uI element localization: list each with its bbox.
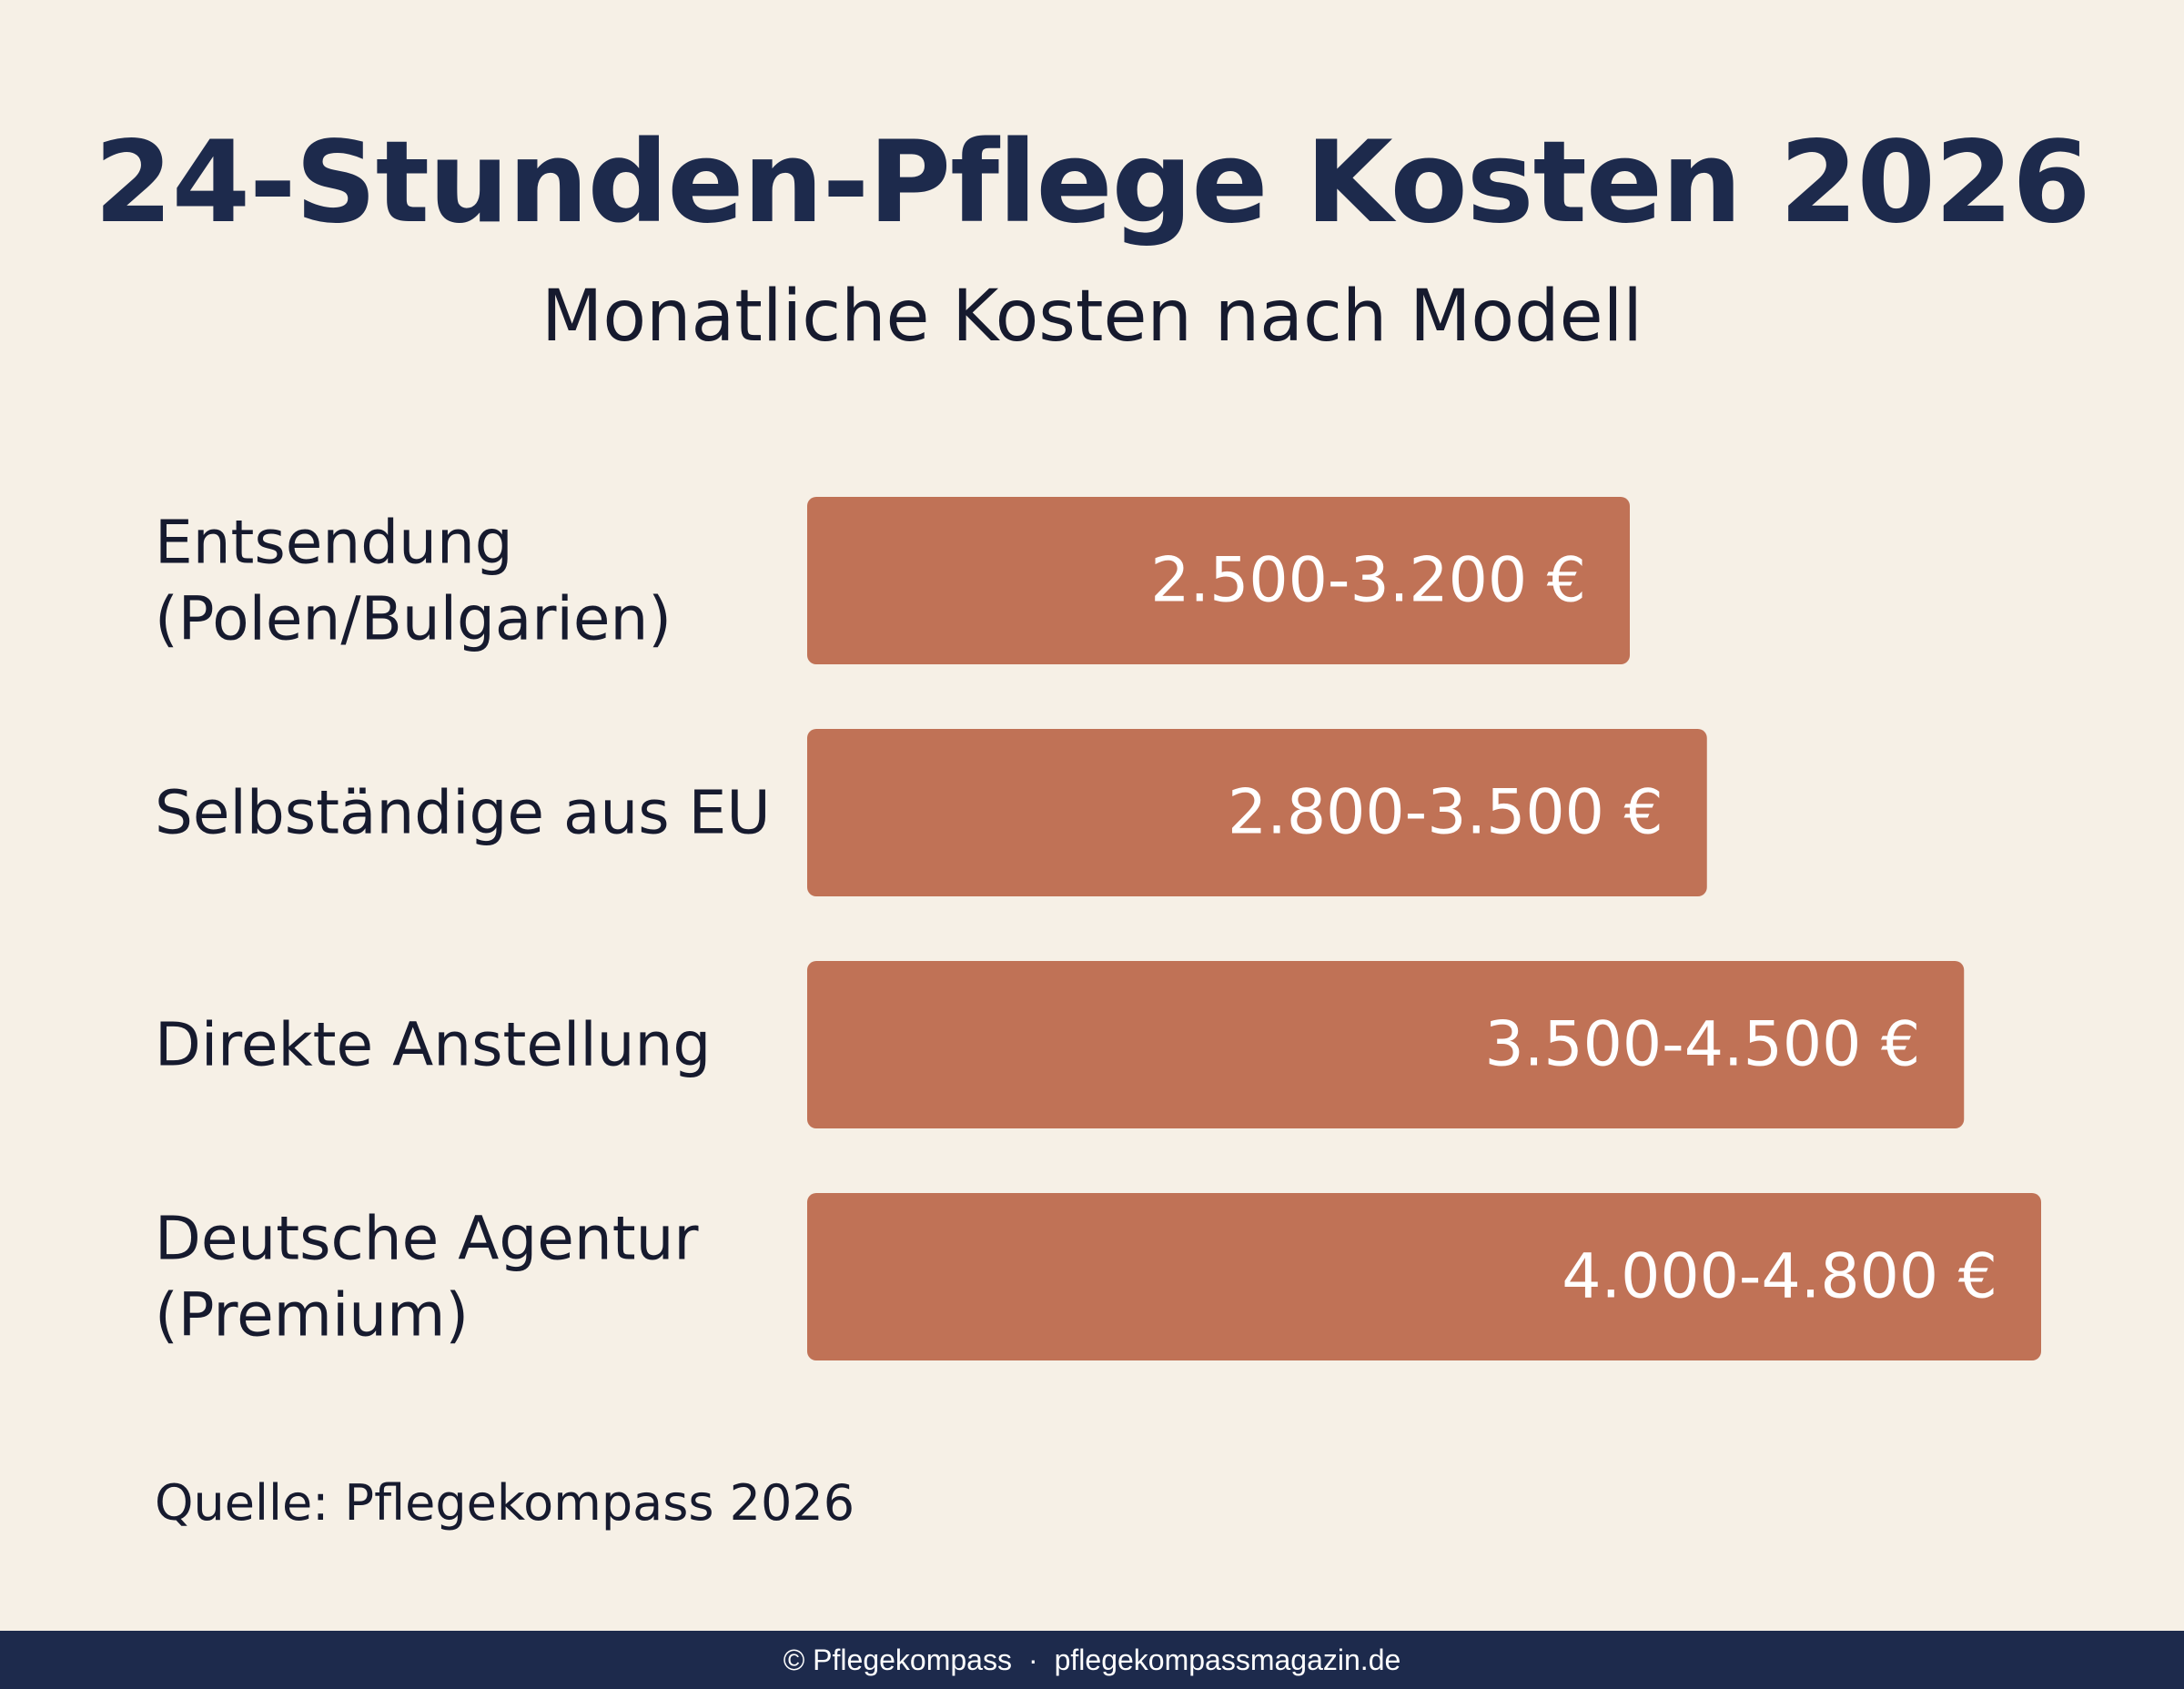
- category-label: Entsendung: [155, 508, 513, 578]
- category-label: Direkte Anstellung: [155, 1010, 711, 1080]
- bar: [807, 961, 1965, 1128]
- footer-separator: ·: [1027, 1643, 1038, 1676]
- bar: [807, 497, 1630, 664]
- bar: [807, 1193, 2041, 1360]
- bar: [807, 729, 1707, 896]
- bar-value-label: 2.800-3.500 €: [1228, 777, 1663, 849]
- bar-value-label: 3.500-4.500 €: [1484, 1009, 1920, 1081]
- category-label: (Polen/Bulgarien): [155, 584, 672, 654]
- footer-site-link[interactable]: pflegekompassmagazin.de: [1054, 1643, 1401, 1676]
- page-title: 24-Stunden-Pflege Kosten 2026: [94, 117, 2090, 248]
- category-label: Selbständige aus EU: [155, 778, 771, 848]
- bar-value-label: 4.000-4.800 €: [1562, 1241, 1997, 1313]
- page-subtitle: Monatliche Kosten nach Modell: [541, 276, 1643, 358]
- category-label: (Premium): [155, 1280, 469, 1350]
- footer-bar: © Pflegekompass · pflegekompassmagazin.de: [0, 1631, 2184, 1689]
- category-label: Deutsche Agentur: [155, 1204, 699, 1274]
- source-note: Quelle: Pflegekompass 2026: [155, 1474, 855, 1532]
- footer-copyright: © Pflegekompass: [783, 1643, 1012, 1676]
- bar-value-label: 2.500-3.200 €: [1150, 545, 1586, 617]
